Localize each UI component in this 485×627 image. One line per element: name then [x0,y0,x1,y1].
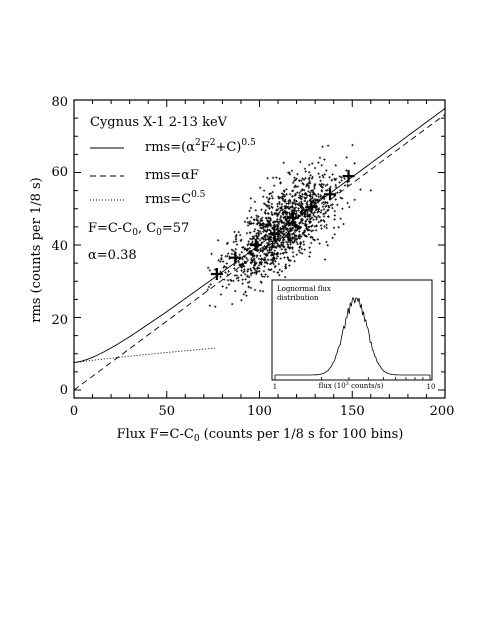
y-tick-label: 80 [51,95,68,110]
inset-title: Lognormal flux [277,285,331,293]
x-tick-label: 50 [158,404,175,419]
y-tick-label: 20 [51,313,68,328]
x-tick-label: 100 [247,404,272,419]
x-axis-label: Flux F=C-C0 (counts per 1/8 s for 100 bi… [117,427,404,444]
inset-subtitle: distribution [277,294,319,302]
y-tick-label: 40 [51,239,68,254]
alpha-value: α=0.38 [88,248,137,263]
inset-frame [271,279,433,381]
x-tick-label: 200 [430,404,455,419]
x-tick-label: 150 [340,404,365,419]
legend-entry-constant: rms=C0.5 [145,190,206,207]
axis-ticks [73,99,446,398]
model-curve-constant [73,347,216,364]
inset-ticks [274,375,431,380]
inset-histogram [275,297,430,376]
y-axis-label: rms (counts per 1/8 s) [29,177,44,322]
inset-background [272,280,432,380]
x-tick-label: 0 [70,404,78,419]
inset-tick-right: 10 [427,383,436,391]
inset-distribution-line [275,297,430,376]
flux-definition: F=C-C0, C0=57 [88,221,189,238]
y-tick-label: 60 [51,165,68,180]
chart-title: Cygnus X-1 2-13 keV [90,115,228,130]
inset-tick-left: 1 [273,383,277,391]
model-curve-linear [73,114,446,391]
inset-x-label: flux (103 counts/s) [319,381,384,390]
binned-means [210,170,355,280]
legend-entry-linear: rms=αF [145,168,199,183]
legend-entry-full: rms=(α2F2+C)0.5 [145,138,256,155]
y-tick-label: 0 [60,383,68,398]
